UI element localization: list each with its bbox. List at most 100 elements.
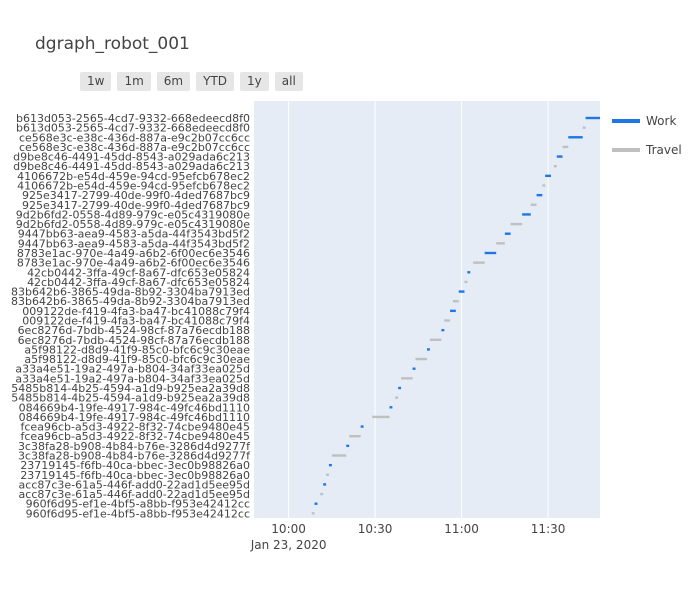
y-tick-label: 23719145-f6fb-40ca-bbec-3ec0b98826a0 xyxy=(20,459,250,472)
y-tick-label: acc87c3e-61a5-446f-add0-22ad1d5ee95d xyxy=(19,488,250,501)
y-tick-label: ce568e3c-e38c-436d-887a-e9c2b07cc6cc xyxy=(19,141,250,154)
work-bar[interactable] xyxy=(441,328,445,332)
x-tick-label: 11:00 xyxy=(444,522,479,536)
work-bar[interactable] xyxy=(427,348,430,351)
y-tick-label: fcea96cb-a5d3-4922-8f32-74cbe9480e45 xyxy=(21,421,250,434)
range-button-6m[interactable]: 6m xyxy=(156,72,191,91)
travel-bar[interactable] xyxy=(444,319,451,322)
y-tick-label: 23719145-f6fb-40ca-bbec-3ec0b98826a0 xyxy=(20,469,250,482)
y-tick-label: b613d053-2565-4cd7-9332-668edeecd8f0 xyxy=(16,122,250,135)
y-tick-label: 42cb0442-3ffa-49cf-8a67-dfc653e05824 xyxy=(27,266,250,279)
y-tick-label: 3c38fa28-b908-4b84-b76e-3286d4d9277f xyxy=(18,450,251,463)
work-bar[interactable] xyxy=(398,386,402,390)
y-tick-label: 084669b4-19fe-4917-984c-49fc46bd1110 xyxy=(19,411,250,424)
work-bar[interactable] xyxy=(536,193,543,197)
travel-bar[interactable] xyxy=(496,242,505,245)
travel-bar[interactable] xyxy=(473,261,485,264)
travel-bar[interactable] xyxy=(331,454,347,457)
travel-bar[interactable] xyxy=(542,184,546,187)
travel-bar[interactable] xyxy=(401,377,413,380)
y-tick-label: a33a4e51-19a2-497a-b804-34af33ea025d xyxy=(15,363,250,376)
work-bar[interactable] xyxy=(522,213,531,216)
legend-item-travel[interactable]: Travel xyxy=(612,135,682,164)
work-bar[interactable] xyxy=(545,174,551,178)
y-tick-label: fcea96cb-a5d3-4922-8f32-74cbe9480e45 xyxy=(21,430,250,443)
travel-bar[interactable] xyxy=(372,415,390,419)
y-tick-label: 42cb0442-3ffa-49cf-8a67-dfc653e05824 xyxy=(27,276,250,289)
travel-bar[interactable] xyxy=(429,338,442,341)
work-bar[interactable] xyxy=(450,309,456,313)
legend-swatch-work xyxy=(612,118,640,123)
y-tick-label: 83b642b6-3865-49da-8b92-3304ba7913ed xyxy=(11,286,250,299)
y-tick-label: 960f6d95-ef1e-4bf5-a8bb-f953e42412cc xyxy=(26,507,250,520)
y-tick-label: 009122de-f419-4fa3-ba47-bc41088c79f4 xyxy=(22,305,250,318)
x-tick-label: 11:30 xyxy=(531,522,566,536)
travel-bar[interactable] xyxy=(553,165,557,168)
work-bar[interactable] xyxy=(568,136,583,139)
travel-bar[interactable] xyxy=(464,280,468,284)
travel-bar[interactable] xyxy=(326,473,329,476)
travel-bar[interactable] xyxy=(415,357,427,361)
work-bar[interactable] xyxy=(412,367,416,370)
y-tick-label: 9d2b6fd2-0558-4d89-979c-e05c4319080e xyxy=(16,208,251,221)
work-bar[interactable] xyxy=(556,155,563,158)
work-bar[interactable] xyxy=(458,290,465,293)
range-button-ytd[interactable]: YTD xyxy=(196,72,235,91)
travel-bar[interactable] xyxy=(562,145,569,149)
range-button-1m[interactable]: 1m xyxy=(117,72,151,91)
work-bar[interactable] xyxy=(323,483,327,486)
y-tick-label: 83b642b6-3865-49da-8b92-3304ba7913ed xyxy=(11,295,250,308)
y-tick-label: 4106672b-e54d-459e-94cd-95efcb678ec2 xyxy=(17,170,250,183)
work-bar[interactable] xyxy=(484,251,497,255)
work-bar[interactable] xyxy=(585,116,600,120)
y-tick-label: 8783e1ac-970e-4a49-a6b2-6f00ec6e3546 xyxy=(17,247,250,260)
work-bar[interactable] xyxy=(467,271,471,274)
travel-bar[interactable] xyxy=(311,512,315,515)
travel-bar[interactable] xyxy=(320,492,324,496)
work-bar[interactable] xyxy=(504,232,511,235)
y-tick-label: b613d053-2565-4cd7-9332-668edeecd8f0 xyxy=(16,112,250,125)
work-bar[interactable] xyxy=(389,406,393,409)
y-tick-label: 9447bb63-aea9-4583-a5da-44f3543bd5f2 xyxy=(18,237,250,250)
chart-title: dgraph_robot_001 xyxy=(35,34,190,54)
x-tick-label: 10:30 xyxy=(358,522,393,536)
work-bar[interactable] xyxy=(328,463,332,467)
travel-bar[interactable] xyxy=(530,203,537,206)
x-gridlines xyxy=(288,101,549,518)
y-tick-label: 6ec8276d-7bdb-4524-98cf-87a76ecdb188 xyxy=(18,324,250,337)
y-tick-label: 9d2b6fd2-0558-4d89-979c-e05c4319080e xyxy=(16,218,251,231)
range-button-1y[interactable]: 1y xyxy=(240,72,269,91)
y-tick-label: 6ec8276d-7bdb-4524-98cf-87a76ecdb188 xyxy=(18,334,250,347)
work-bar[interactable] xyxy=(314,502,318,505)
travel-bar[interactable] xyxy=(510,222,523,226)
travel-bar[interactable] xyxy=(582,126,586,129)
y-axis-labels: b613d053-2565-4cd7-9332-668edeecd8f0b613… xyxy=(11,112,251,520)
y-tick-label: acc87c3e-61a5-446f-add0-22ad1d5ee95d xyxy=(19,478,250,491)
y-tick-label: 925e3417-2799-40de-99f0-4ded7687bc9 xyxy=(22,199,250,212)
legend: Work Travel xyxy=(612,106,682,164)
y-tick-label: d9be8c46-4491-45dd-8543-a029ada6c213 xyxy=(13,151,250,164)
legend-item-work[interactable]: Work xyxy=(612,106,682,135)
task-bars xyxy=(311,116,600,515)
y-tick-label: 5485b814-4b25-4594-a1d9-b925ea2a39d8 xyxy=(11,392,250,405)
travel-bar[interactable] xyxy=(395,396,399,399)
y-tick-label: 084669b4-19fe-4917-984c-49fc46bd1110 xyxy=(19,401,250,414)
y-tick-label: d9be8c46-4491-45dd-8543-a029ada6c213 xyxy=(13,160,250,173)
y-tick-label: a5f98122-d8d9-41f9-85c0-bfc6c9c30eae xyxy=(24,343,250,356)
legend-swatch-travel xyxy=(612,147,640,152)
work-bar[interactable] xyxy=(360,425,364,428)
y-tick-label: 5485b814-4b25-4594-a1d9-b925ea2a39d8 xyxy=(11,382,250,395)
legend-label-travel: Travel xyxy=(646,142,682,157)
work-bar[interactable] xyxy=(346,444,350,448)
travel-bar[interactable] xyxy=(349,435,361,438)
y-tick-label: 960f6d95-ef1e-4bf5-a8bb-f953e42412cc xyxy=(26,498,250,511)
range-button-1w[interactable]: 1w xyxy=(80,72,112,91)
y-tick-label: 8783e1ac-970e-4a49-a6b2-6f00ec6e3546 xyxy=(17,257,250,270)
y-tick-label: 4106672b-e54d-459e-94cd-95efcb678ec2 xyxy=(17,180,250,193)
travel-bar[interactable] xyxy=(452,300,459,303)
x-axis-date-label: Jan 23, 2020 xyxy=(250,538,327,552)
x-tick-label: 10:00 xyxy=(271,522,306,536)
range-button-all[interactable]: all xyxy=(274,72,303,91)
y-tick-label: a33a4e51-19a2-497a-b804-34af33ea025d xyxy=(15,372,250,385)
